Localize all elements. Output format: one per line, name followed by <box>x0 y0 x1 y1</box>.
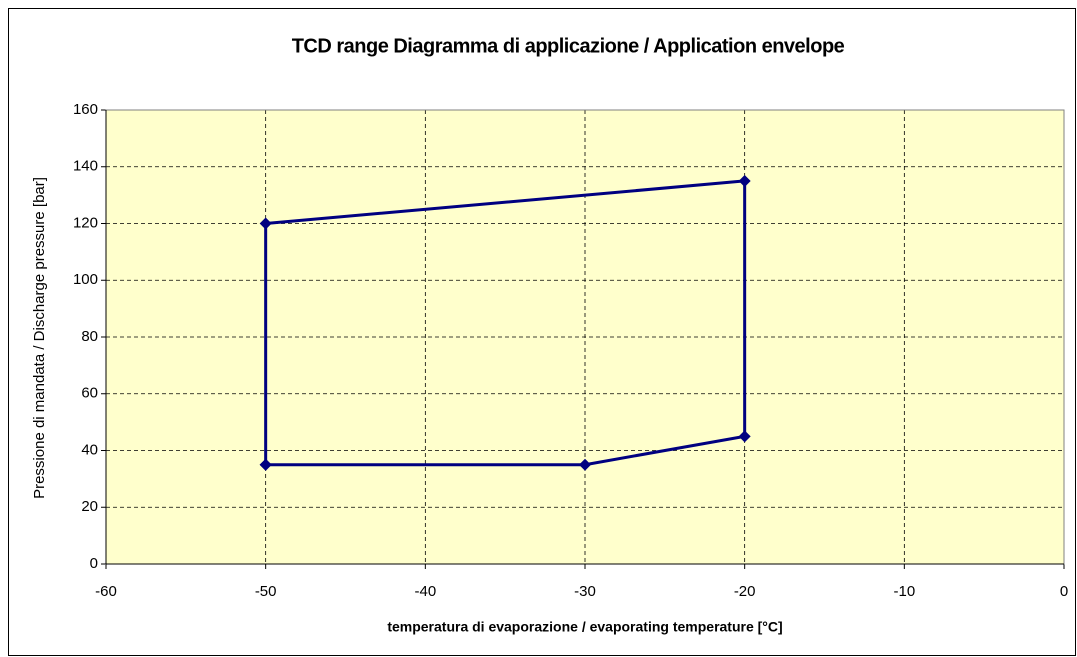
x-tick-label: -50 <box>255 583 277 600</box>
y-tick-label: 40 <box>81 441 98 458</box>
x-tick-label: -40 <box>414 583 436 600</box>
y-axis-label: Pressione di mandata / Discharge pressur… <box>31 177 48 499</box>
x-tick-label: -60 <box>95 583 117 600</box>
x-tick-label: -10 <box>893 583 915 600</box>
data-point <box>738 430 751 443</box>
x-tick-label: -20 <box>734 583 756 600</box>
x-axis-label: temperatura di evaporazione / evaporatin… <box>387 619 782 635</box>
data-point <box>738 174 751 187</box>
y-tick-label: 0 <box>90 555 98 572</box>
data-point <box>579 458 591 471</box>
data-point <box>259 217 272 230</box>
series-line <box>264 179 747 467</box>
y-tick-label: 120 <box>73 214 98 231</box>
y-tick-label: 100 <box>73 271 98 288</box>
y-tick-label: 140 <box>73 158 98 175</box>
data-point <box>259 458 272 471</box>
y-tick-label: 80 <box>81 328 98 345</box>
y-tick-label: 60 <box>81 385 98 402</box>
y-tick-label: 160 <box>73 101 98 118</box>
x-tick-label: 0 <box>1060 583 1068 600</box>
y-tick-label: 20 <box>81 498 98 515</box>
x-tick-label: -30 <box>574 583 596 600</box>
chart-title: TCD range Diagramma di applicazione / Ap… <box>292 35 845 57</box>
